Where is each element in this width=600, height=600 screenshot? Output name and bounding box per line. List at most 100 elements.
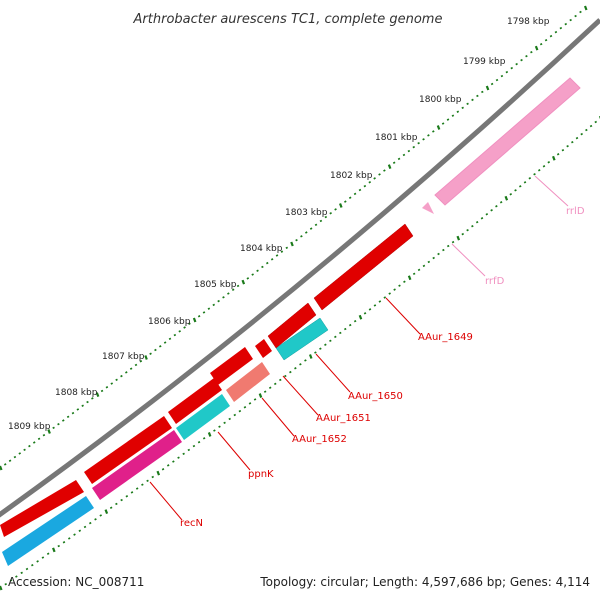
minor-tick: [329, 212, 332, 215]
minor-tick: [353, 319, 357, 323]
minor-tick: [266, 261, 269, 265]
minor-tick: [319, 347, 322, 350]
feature-cds-e[interactable]: [0, 480, 84, 537]
minor-tick: [268, 386, 272, 389]
minor-tick: [20, 571, 23, 575]
major-tick: [552, 155, 556, 161]
gene-label-AAur_1651[interactable]: AAur_1651: [316, 413, 371, 424]
minor-tick: [163, 341, 167, 344]
genome-summary-text: Topology: circular; Length: 4,597,686 bp…: [259, 575, 590, 589]
gene-label-AAur_1650[interactable]: AAur_1650: [348, 391, 403, 402]
feature-cds-c[interactable]: [168, 378, 222, 424]
minor-tick: [471, 224, 474, 228]
minor-tick: [146, 479, 149, 483]
minor-tick: [542, 165, 546, 168]
minor-tick: [37, 437, 41, 441]
gene-label-recN[interactable]: recN: [180, 518, 203, 529]
minor-tick: [393, 288, 396, 291]
genome-backbone: [0, 18, 600, 518]
minor-tick: [309, 227, 313, 230]
feature-rrfD[interactable]: [422, 202, 434, 214]
feature-AAur_1652[interactable]: [226, 362, 270, 402]
feature-rrlD[interactable]: [434, 77, 581, 206]
minor-tick: [279, 378, 282, 382]
leader-AAur_1651: [282, 375, 319, 416]
minor-tick: [270, 258, 274, 261]
minor-tick: [67, 537, 71, 540]
minor-tick: [525, 54, 528, 58]
minor-tick: [238, 409, 242, 413]
minor-tick: [212, 303, 216, 307]
minor-tick: [407, 149, 411, 153]
gene-label-AAur_1649[interactable]: AAur_1649: [418, 332, 473, 343]
minor-tick: [564, 22, 568, 26]
tick-label-1803: 1803 kbp: [285, 208, 328, 218]
minor-tick: [348, 196, 352, 199]
minor-tick: [197, 440, 201, 444]
minor-tick: [9, 579, 13, 582]
minor-tick: [363, 184, 367, 188]
minor-tick: [197, 315, 201, 318]
minor-tick: [499, 201, 503, 204]
major-tick: [436, 125, 441, 130]
feature-AAur_1650[interactable]: [275, 317, 329, 361]
minor-tick: [319, 219, 323, 223]
minor-tick: [471, 98, 474, 102]
minor-tick: [585, 128, 588, 132]
minor-tick: [569, 18, 572, 22]
leader-AAur_1652: [261, 397, 295, 437]
feature-cds-d[interactable]: [84, 416, 172, 484]
gene-label-rrfD[interactable]: rrfD: [485, 276, 505, 287]
minor-tick: [561, 148, 565, 152]
major-tick: [0, 465, 3, 471]
minor-tick: [461, 232, 465, 236]
minor-tick: [188, 322, 191, 325]
minor-tick: [481, 90, 484, 94]
accession-text: Accession: NC_008711: [8, 575, 144, 589]
minor-tick: [539, 42, 543, 46]
minor-tick: [417, 141, 420, 145]
feature-recN[interactable]: [92, 430, 182, 500]
minor-tick: [490, 82, 494, 86]
tick-label-1806: 1806 kbp: [148, 317, 191, 327]
minor-tick: [314, 351, 317, 354]
tick-label-1808: 1808 kbp: [55, 388, 98, 398]
major-tick: [156, 470, 161, 476]
tick-labels: 1798 kbp 1799 kbp 1800 kbp 1801 kbp 1802…: [8, 17, 550, 432]
feature-ppnK[interactable]: [176, 394, 230, 440]
feature-AAur_1649[interactable]: [313, 223, 414, 311]
minor-tick: [324, 343, 327, 346]
minor-tick: [575, 136, 579, 140]
minor-tick: [207, 307, 211, 310]
gene-label-rrlD[interactable]: rrlD: [566, 206, 585, 217]
leader-AAur_1650: [315, 353, 351, 393]
feature-cds-a[interactable]: [267, 302, 317, 349]
feature-cds-blue[interactable]: [2, 496, 94, 566]
gene-label-ppnK[interactable]: ppnK: [248, 469, 274, 480]
minor-tick: [91, 397, 94, 400]
minor-tick: [589, 124, 593, 128]
major-tick: [241, 279, 246, 285]
minor-tick: [466, 228, 469, 232]
minor-tick: [451, 240, 455, 244]
minor-tick: [295, 238, 298, 242]
minor-tick: [120, 374, 123, 378]
minor-tick: [158, 345, 162, 348]
minor-tick: [52, 426, 55, 430]
leader-rrlD: [534, 175, 569, 207]
minor-tick: [466, 102, 469, 106]
feature-AAur_1651[interactable]: [255, 339, 272, 358]
minor-tick: [46, 552, 50, 555]
minor-tick: [388, 292, 391, 295]
minor-tick: [412, 145, 416, 149]
minor-tick: [446, 118, 450, 121]
minor-tick: [289, 370, 292, 374]
minor-tick: [304, 231, 308, 234]
major-tick: [144, 355, 148, 360]
major-tick: [290, 241, 294, 247]
minor-tick: [253, 398, 257, 401]
feature-cds-b[interactable]: [210, 347, 253, 385]
major-tick: [52, 547, 56, 553]
minor-tick: [25, 567, 29, 571]
gene-label-AAur_1652[interactable]: AAur_1652: [292, 434, 347, 445]
